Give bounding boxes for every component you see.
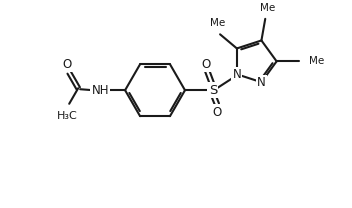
Text: O: O — [201, 58, 210, 71]
Text: O: O — [63, 58, 72, 71]
Text: H₃C: H₃C — [57, 111, 77, 121]
Text: Me: Me — [260, 3, 275, 13]
Text: N: N — [233, 68, 241, 81]
Text: O: O — [212, 106, 221, 119]
Text: NH: NH — [92, 84, 109, 97]
Text: N: N — [257, 76, 266, 89]
Text: Me: Me — [309, 56, 324, 66]
Text: S: S — [209, 84, 217, 97]
Text: Me: Me — [210, 18, 226, 28]
